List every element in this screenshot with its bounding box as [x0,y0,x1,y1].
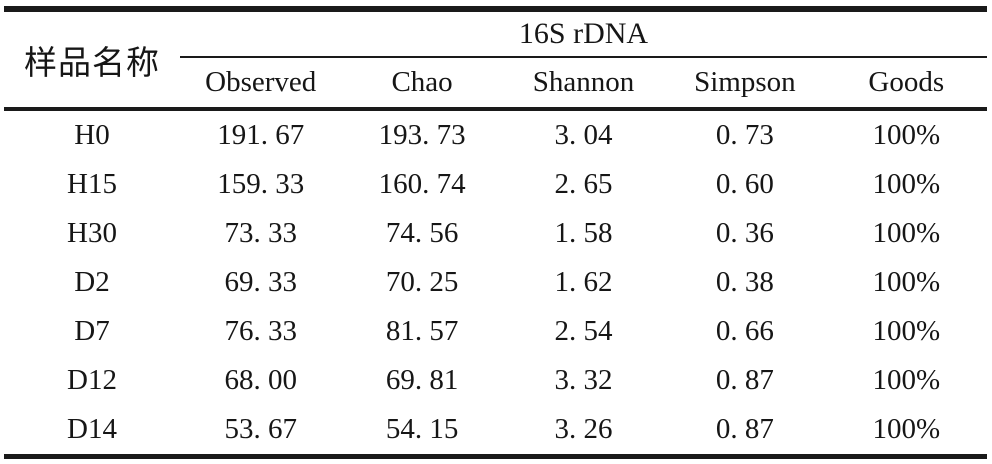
cell-shannon: 3. 32 [554,364,613,396]
table-body: H0 191. 67 193. 73 3. 04 0. 73 100% H15 … [4,109,987,457]
column-header-chao: Chao [341,57,503,111]
table-row: D2 69. 33 70. 25 1. 62 0. 38 100% [4,258,987,307]
cell-simpson: 0. 73 [715,119,774,151]
column-header-row: Observed Chao Shannon Simpson Goods [4,57,987,111]
cell-observed: 68. 00 [224,364,297,396]
row-label: H15 [67,168,117,200]
table-row: D12 68. 00 69. 81 3. 32 0. 87 100% [4,356,987,405]
cell-simpson: 0. 87 [715,413,774,445]
cell-chao: 70. 25 [385,266,459,298]
cell-chao: 81. 57 [385,315,459,347]
sample-name-header: 样品名称 [4,9,180,111]
cell-simpson: 0. 66 [715,315,774,347]
column-header-simpson: Simpson [664,57,826,111]
cell-shannon: 1. 62 [554,266,613,298]
cell-observed: 73. 33 [224,217,297,249]
cell-chao: 160. 74 [378,168,466,200]
row-label: H0 [74,119,110,151]
cell-goods: 100% [872,119,941,151]
cell-shannon: 2. 65 [554,168,613,200]
cell-shannon: 3. 26 [554,413,613,445]
diversity-table-container: 样品名称 16S rDNA Observed Chao Shannon Simp… [4,6,987,459]
row-label: D12 [67,364,117,396]
cell-shannon: 2. 54 [554,315,613,347]
cell-simpson: 0. 60 [715,168,774,200]
cell-simpson: 0. 38 [715,266,774,298]
cell-observed: 191. 67 [217,119,305,151]
alpha-diversity-table: 样品名称 16S rDNA Observed Chao Shannon Simp… [4,6,987,459]
cell-shannon: 1. 58 [554,217,613,249]
cell-goods: 100% [872,266,941,298]
cell-goods: 100% [872,168,941,200]
column-header-goods: Goods [825,57,987,111]
cell-chao: 74. 56 [385,217,459,249]
cell-chao: 193. 73 [378,119,466,151]
table-row: H30 73. 33 74. 56 1. 58 0. 36 100% [4,209,987,258]
group-header-16s-rdna: 16S rDNA [180,9,987,58]
group-header-row: 样品名称 16S rDNA [4,9,987,111]
table-row: D7 76. 33 81. 57 2. 54 0. 66 100% [4,307,987,356]
column-header-observed: Observed [180,57,342,111]
cell-shannon: 3. 04 [554,119,613,151]
cell-goods: 100% [872,413,941,445]
cell-simpson: 0. 87 [715,364,774,396]
table-row: D14 53. 67 54. 15 3. 26 0. 87 100% [4,405,987,457]
cell-chao: 54. 15 [385,413,459,445]
cell-chao: 69. 81 [385,364,459,396]
row-label: D2 [74,266,110,298]
cell-goods: 100% [872,217,941,249]
row-label: D14 [67,413,117,445]
table-header: 样品名称 16S rDNA Observed Chao Shannon Simp… [4,9,987,111]
cell-observed: 53. 67 [224,413,297,445]
cell-observed: 76. 33 [224,315,297,347]
column-header-shannon: Shannon [502,57,665,111]
cell-observed: 159. 33 [217,168,305,200]
table-row: H0 191. 67 193. 73 3. 04 0. 73 100% [4,109,987,160]
row-label: H30 [67,217,117,249]
row-label: D7 [74,315,110,347]
cell-goods: 100% [872,315,941,347]
table-row: H15 159. 33 160. 74 2. 65 0. 60 100% [4,160,987,209]
cell-simpson: 0. 36 [715,217,774,249]
cell-observed: 69. 33 [224,266,297,298]
cell-goods: 100% [872,364,941,396]
